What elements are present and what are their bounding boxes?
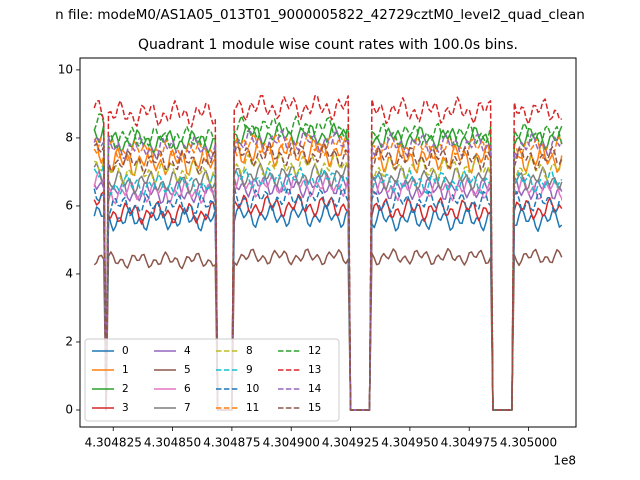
legend-label: 3 (122, 402, 129, 414)
x-tick-label: 4.304950 (381, 436, 438, 450)
legend-label: 15 (308, 402, 321, 414)
plot-frame (79, 57, 577, 428)
x-tick-label: 4.304975 (441, 436, 498, 450)
x-tick-label: 4.304900 (263, 436, 320, 450)
y-tick-label: 8 (65, 130, 73, 144)
series-line-12 (93, 113, 563, 411)
series-line-15 (93, 142, 563, 411)
series-layer (93, 94, 563, 411)
legend-label: 4 (184, 345, 191, 357)
legend-box (84, 338, 340, 422)
series-line-13 (93, 94, 562, 411)
x-tick-label: 4.304850 (144, 436, 201, 450)
x-axis: 4.304825 4.304850 4.304875 4.304900 4.304925… (85, 427, 557, 450)
figure-suptitle: n file: modeM0/AS1A05_013T01_9000005822_… (55, 7, 585, 23)
x-tick-label: 4.304925 (322, 436, 379, 450)
legend-label: 5 (184, 364, 191, 376)
series-line-10 (93, 186, 563, 411)
legend-label: 11 (246, 402, 259, 414)
legend-label: 2 (122, 383, 129, 395)
legend-label: 12 (308, 345, 321, 357)
y-tick-label: 0 (65, 402, 73, 416)
y-tick-label: 10 (58, 62, 73, 76)
legend-label: 0 (122, 345, 129, 357)
series-line-14 (93, 128, 563, 411)
chart-title: Quadrant 1 module wise count rates with … (138, 37, 518, 53)
series-line-3 (93, 191, 563, 411)
y-tick-label: 4 (65, 266, 73, 280)
legend-label: 1 (122, 364, 129, 376)
y-tick-label: 6 (65, 198, 73, 212)
legend-label: 14 (308, 383, 322, 395)
series-line-11 (93, 132, 563, 411)
legend-label: 9 (246, 364, 253, 376)
legend-label: 6 (184, 383, 191, 395)
x-tick-label: 4.304875 (203, 436, 260, 450)
series-line-1 (93, 135, 563, 411)
x-tick-label: 4.304825 (85, 436, 142, 450)
y-axis: 0 2 4 6 8 10 (58, 62, 80, 416)
x-tick-label: 4.305000 (500, 436, 557, 450)
series-line-8 (93, 153, 563, 411)
legend-label: 8 (246, 345, 253, 357)
x-axis-offset-label: 1e8 (553, 454, 576, 468)
legend-label: 13 (308, 364, 321, 376)
series-line-9 (93, 164, 563, 411)
series-line-5 (93, 247, 563, 411)
y-tick-label: 2 (65, 334, 73, 348)
legend-label: 10 (246, 383, 259, 395)
legend-label: 7 (184, 402, 191, 414)
